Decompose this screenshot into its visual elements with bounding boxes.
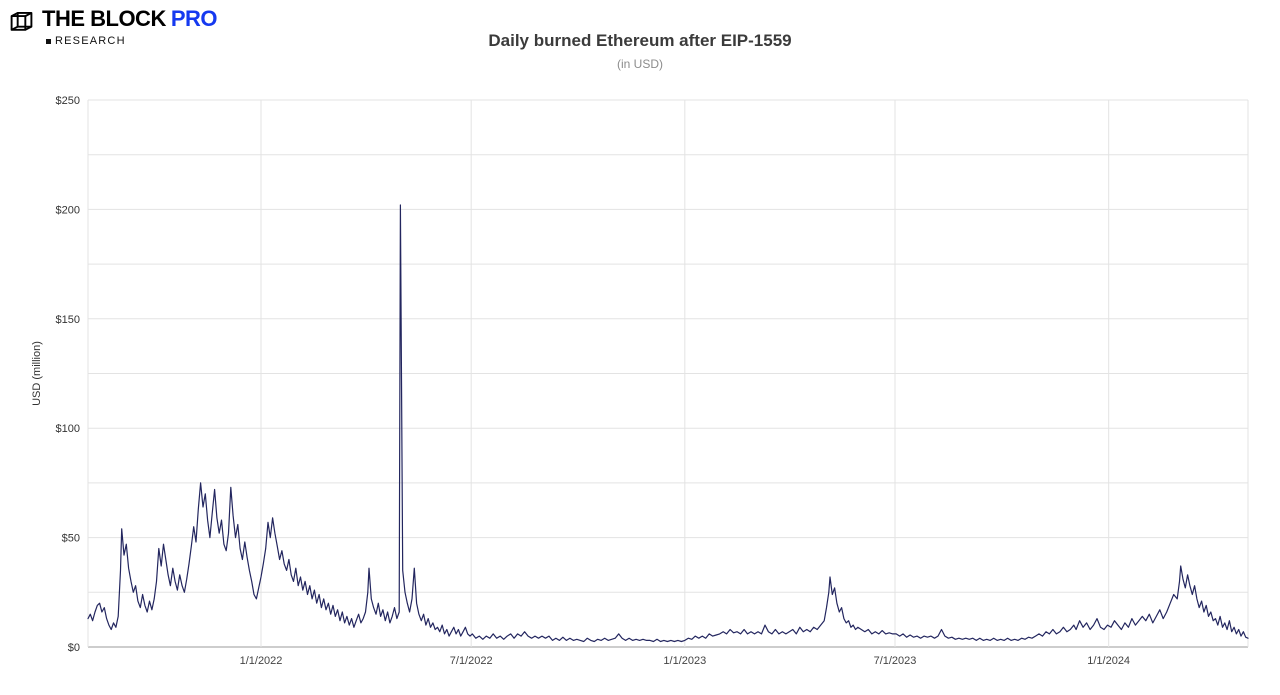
x-tick-label: 1/1/2023 [663,655,706,667]
bullet-square-icon [46,38,51,44]
y-tick-label: $250 [56,95,80,107]
the-block-pro-logo: THE BLOCK PRO RESEARCH [8,6,218,47]
header: THE BLOCK PRO RESEARCH Daily burned Ether… [0,0,1280,80]
brand-name: THE BLOCK [42,6,166,31]
y-tick-label: $200 [56,204,80,216]
burned-eth-line-series [87,204,1249,643]
brand-research: RESEARCH [46,35,217,47]
block-cube-icon [10,11,33,31]
research-label: RESEARCH [55,35,126,47]
y-tick-label: $50 [62,533,80,545]
brand-pro: PRO [170,6,218,31]
y-axis-title: USD (million) [31,341,43,406]
logo-text: THE BLOCK PRO RESEARCH [42,6,218,47]
x-tick-label: 7/1/2022 [450,655,493,667]
y-tick-label: $150 [56,314,80,326]
y-tick-label: $100 [56,423,80,435]
x-tick-label: 7/1/2023 [874,655,917,667]
x-tick-label: 1/1/2024 [1087,655,1130,667]
brand-line: THE BLOCK PRO [42,6,218,32]
y-tick-label: $0 [68,642,80,654]
x-tick-label: 1/1/2022 [240,655,283,667]
chart-subtitle: (in USD) [616,57,663,71]
